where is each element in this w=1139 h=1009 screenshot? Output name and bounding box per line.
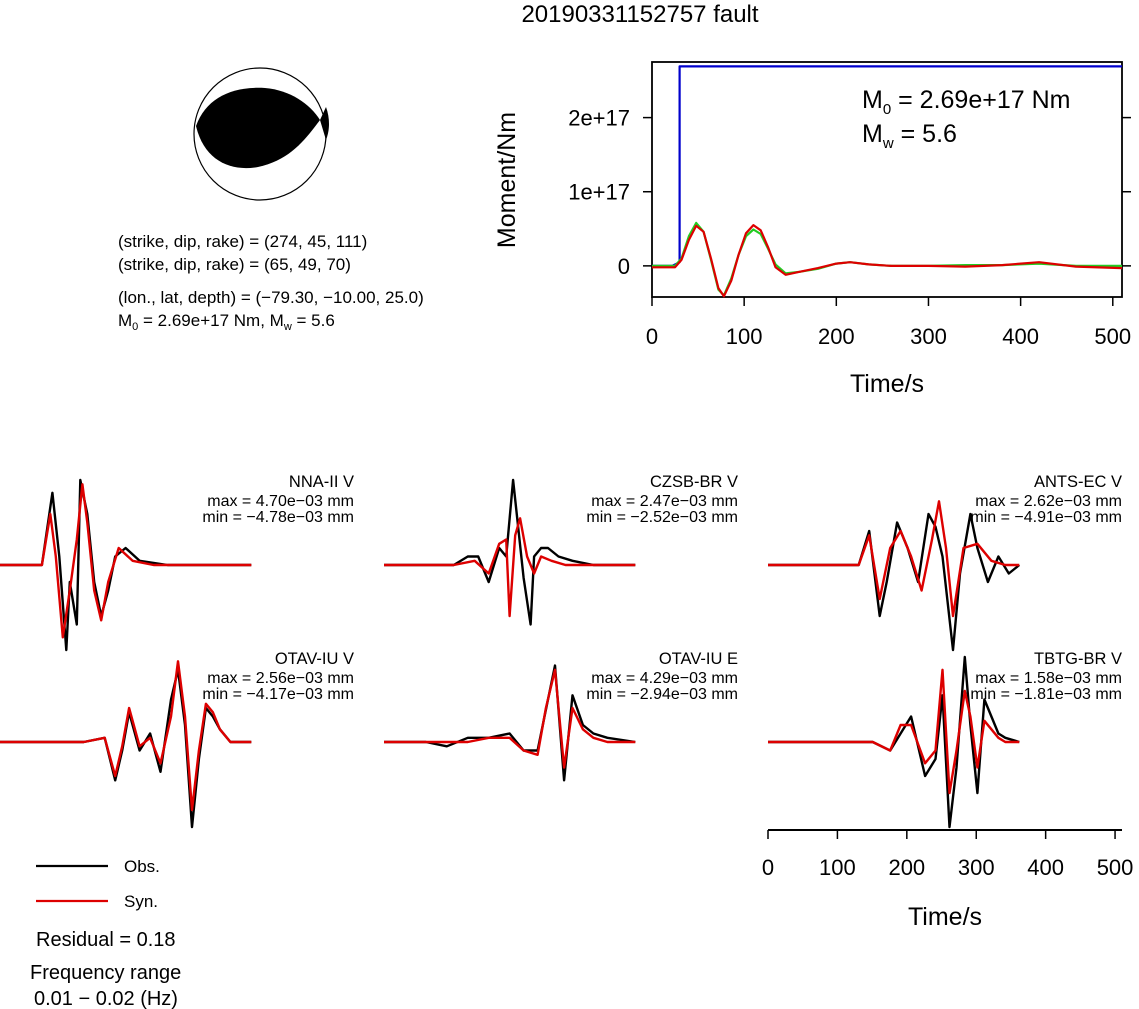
- waveform-x-tick-label: 0: [762, 855, 774, 880]
- observed-trace: [0, 668, 252, 829]
- legend-syn-label: Syn.: [124, 892, 158, 911]
- moment-x-label: Time/s: [850, 370, 924, 398]
- waveform-x-tick-label: 100: [819, 855, 856, 880]
- waveform-min-label: min = −4.91e−03 mm: [970, 509, 1122, 526]
- moment-x-tick-label: 300: [910, 324, 947, 349]
- focal-mechanism-beachball: [193, 67, 329, 201]
- synthetic-trace: [768, 668, 1020, 795]
- moment-x-tick-label: 0: [646, 324, 658, 349]
- waveform-max-label: max = 2.62e−03 mm: [975, 493, 1122, 510]
- waveform-station-label: CZSB-BR V: [650, 473, 738, 491]
- waveform-max-label: max = 2.56e−03 mm: [207, 670, 354, 687]
- frequency-range-label: Frequency range: [30, 962, 181, 984]
- observed-trace: [384, 478, 636, 626]
- moment-x-tick-label: 100: [726, 324, 763, 349]
- synthetic-trace: [0, 660, 252, 812]
- waveform-max-label: max = 1.58e−03 mm: [975, 670, 1122, 687]
- moment-y-label: Moment/Nm: [493, 112, 521, 248]
- moment-rate-line-red: [652, 224, 1123, 298]
- waveform-min-label: min = −2.52e−03 mm: [586, 509, 738, 526]
- residual-text: Residual = 0.18: [36, 929, 176, 951]
- waveform-x-tick-label: 300: [958, 855, 995, 880]
- observed-trace: [768, 655, 1020, 829]
- waveform-min-label: min = −2.94e−03 mm: [586, 686, 738, 703]
- synthetic-trace: [384, 668, 636, 769]
- moment-y-tick-label: 0: [618, 254, 630, 279]
- legend: Obs. Syn.: [36, 857, 160, 911]
- waveform-min-label: min = −4.78e−03 mm: [202, 509, 354, 526]
- waveform-x-tick-label: 500: [1097, 855, 1134, 880]
- waveform-x-tick-label: 400: [1027, 855, 1064, 880]
- figure-title: 20190331152757 fault: [521, 1, 758, 28]
- plane1-text: (strike, dip, rake) = (274, 45, 111): [118, 232, 367, 251]
- moment-x-axis: 0 100 200 300 400 500: [646, 297, 1131, 349]
- legend-obs-label: Obs.: [124, 857, 160, 876]
- moment-x-tick-label: 400: [1002, 324, 1039, 349]
- synthetic-trace: [0, 483, 252, 639]
- moment-y-axis: 2e+17 1e+17 0: [568, 106, 1131, 279]
- moment-m0-annotation: M0 = 2.69e+17 Nm: [862, 86, 1070, 118]
- moment-y-tick-label: 2e+17: [568, 106, 630, 131]
- observed-trace: [768, 512, 1021, 652]
- synthetic-trace: [768, 500, 1020, 618]
- waveform-x-label: Time/s: [908, 903, 982, 931]
- moment-plot: 2e+17 1e+17 0 0 100 200 300 400 500 Moment/Nm T…: [493, 61, 1131, 398]
- waveform-min-label: min = −1.81e−03 mm: [970, 686, 1122, 703]
- waveform-max-label: max = 4.70e−03 mm: [207, 493, 354, 510]
- waveform-x-tick-label: 200: [888, 855, 925, 880]
- waveform-station-label: ANTS-EC V: [1034, 473, 1122, 491]
- waveform-max-label: max = 2.47e−03 mm: [591, 493, 738, 510]
- frequency-range-value: 0.01 − 0.02 (Hz): [34, 988, 178, 1009]
- moment-rate-line-green: [652, 221, 1122, 297]
- moment-series-group: [652, 65, 1123, 298]
- waveform-station-label: OTAV-IU E: [659, 650, 738, 668]
- moment-mw-annotation: Mw = 5.6: [862, 120, 957, 152]
- synthetic-trace: [384, 517, 636, 618]
- waveform-min-label: min = −4.17e−03 mm: [202, 686, 354, 703]
- moment-y-tick-label: 1e+17: [568, 180, 630, 205]
- moment-plot-frame: [651, 61, 1123, 298]
- beachball-compressional-fill: [196, 87, 320, 169]
- moment-x-tick-label: 200: [818, 324, 855, 349]
- waveform-time-axis: 0 100 200 300 400 500: [762, 829, 1134, 880]
- waveform-station-label: OTAV-IU V: [275, 650, 354, 668]
- moment-summary-text: M0 = 2.69e+17 Nm, Mw = 5.6: [118, 311, 335, 333]
- location-text: (lon., lat, depth) = (−79.30, −10.00, 25…: [118, 288, 424, 307]
- waveform-station-label: TBTG-BR V: [1034, 650, 1122, 668]
- moment-x-tick-label: 500: [1094, 324, 1131, 349]
- beachball-compressional-lobe: [320, 107, 329, 140]
- plane2-text: (strike, dip, rake) = (65, 49, 70): [118, 255, 351, 274]
- waveform-station-label: NNA-II V: [289, 473, 354, 491]
- waveform-max-label: max = 4.29e−03 mm: [591, 670, 738, 687]
